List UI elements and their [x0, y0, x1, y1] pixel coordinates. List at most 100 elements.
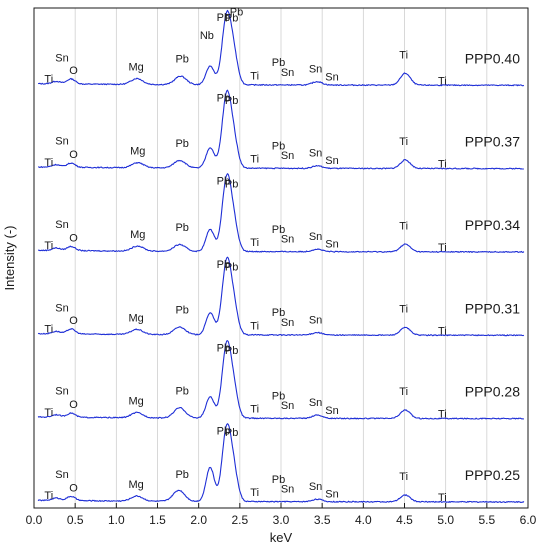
peak-label: Sn: [55, 302, 68, 314]
peak-label: Ti: [399, 220, 408, 232]
peak-label: Pb: [272, 391, 285, 403]
peak-label: Mg: [128, 312, 143, 324]
peak-label: Ti: [438, 325, 447, 337]
peak-label: Pb: [175, 469, 188, 481]
spectrum-line: [37, 423, 525, 503]
peak-label: Pb: [175, 54, 188, 66]
series-name-label: PPP0.40: [465, 50, 520, 66]
peak-label: Nb: [200, 30, 214, 42]
peak-label: Sn: [309, 64, 322, 76]
peak-label: Ti: [44, 74, 53, 86]
peak-label: Ti: [44, 407, 53, 419]
spectrum-line: [37, 256, 525, 337]
x-tick-label: 1.0: [108, 513, 125, 527]
peak-label: Pb: [217, 259, 230, 271]
series-name-label: PPP0.37: [465, 134, 520, 150]
series-PPP0.40: TiSnOMgPbNbPbPbPbPbTiPbSnSnSnTiTiPPP0.40: [37, 7, 525, 87]
peak-label: Pb: [175, 138, 188, 150]
series-name-label: PPP0.34: [465, 217, 520, 233]
peak-label: Ti: [438, 75, 447, 87]
peak-label: Mg: [130, 146, 145, 158]
spectrum-line: [38, 89, 524, 170]
peak-label: Pb: [230, 7, 243, 19]
x-tick-label: 0.5: [67, 513, 84, 527]
peak-label: Pb: [272, 224, 285, 236]
peak-label: Sn: [281, 317, 294, 329]
peak-label: Pb: [225, 262, 238, 274]
x-tick-label: 0.0: [26, 513, 43, 527]
peak-label: Sn: [309, 481, 322, 493]
peak-label: Ti: [438, 159, 447, 171]
x-axis-title: keV: [270, 530, 293, 545]
peak-label: Ti: [44, 240, 53, 252]
peak-label: Pb: [272, 57, 285, 69]
peak-label: Ti: [250, 487, 259, 499]
peak-label: O: [69, 315, 78, 327]
x-tick-label: 2.0: [190, 513, 207, 527]
spectra-series: TiSnOMgPbNbPbPbPbPbTiPbSnSnSnTiTiPPP0.40…: [37, 7, 525, 504]
peak-label: Pb: [225, 178, 238, 190]
peak-label: Ti: [399, 136, 408, 148]
peak-label: O: [69, 149, 78, 161]
spectrum-line: [37, 340, 524, 420]
peak-label: Ti: [438, 492, 447, 504]
peak-label: Pb: [217, 342, 230, 354]
peak-label: Sn: [55, 469, 68, 481]
peak-label: Ti: [250, 320, 259, 332]
x-tick-label: 4.5: [396, 513, 413, 527]
peak-label: Ti: [44, 157, 53, 169]
peak-label: Ti: [250, 404, 259, 416]
peak-label: Sn: [281, 233, 294, 245]
peak-label: Pb: [272, 474, 285, 486]
peak-label: Sn: [325, 488, 338, 500]
peak-label: Pb: [225, 427, 238, 439]
peak-label: Sn: [325, 238, 338, 250]
peak-label: Ti: [399, 471, 408, 483]
spectrum-line: [37, 9, 525, 87]
peak-label: Pb: [175, 386, 188, 398]
peak-label: Sn: [281, 400, 294, 412]
peak-label: Ti: [399, 50, 408, 62]
spectrum-line: [37, 173, 525, 253]
peak-label: Ti: [44, 324, 53, 336]
x-tick-label: 3.0: [273, 513, 290, 527]
peak-label: Ti: [438, 242, 447, 254]
peak-label: O: [69, 399, 78, 411]
peak-label: Sn: [281, 67, 294, 79]
peak-label: Sn: [55, 386, 68, 398]
x-tick-label: 5.0: [437, 513, 454, 527]
peak-label: Pb: [217, 426, 230, 438]
y-axis-title: Intensity (-): [2, 225, 17, 290]
peak-label: Ti: [44, 490, 53, 502]
peak-label: Pb: [217, 12, 230, 24]
x-tick-label: 6.0: [520, 513, 537, 527]
peak-label: Pb: [272, 307, 285, 319]
peak-label: Mg: [128, 62, 143, 74]
x-axis: 0.0 0.5 1.0 1.5 2.0 2.5 3.0 3.5 4.0 4.5 5.0 5.5 6.0: [26, 503, 537, 527]
peak-label: Pb: [272, 141, 285, 153]
x-tick-label: 1.5: [149, 513, 166, 527]
x-tick-label: 3.5: [314, 513, 331, 527]
peak-label: Sn: [325, 405, 338, 417]
series-name-label: PPP0.28: [465, 384, 520, 400]
peak-label: Sn: [309, 231, 322, 243]
peak-label: Pb: [217, 176, 230, 188]
peak-label: Sn: [281, 150, 294, 162]
peak-label: Sn: [55, 52, 68, 64]
peak-label: Pb: [217, 92, 230, 104]
series-name-label: PPP0.25: [465, 467, 520, 483]
peak-label: Sn: [55, 136, 68, 148]
x-tick-label: 5.5: [478, 513, 495, 527]
peak-label: Ti: [250, 237, 259, 249]
peak-label: Pb: [225, 95, 238, 107]
peak-label: O: [69, 483, 78, 495]
peak-label: Sn: [325, 155, 338, 167]
vertical-gridlines: [74, 8, 488, 508]
peak-label: Sn: [55, 219, 68, 231]
